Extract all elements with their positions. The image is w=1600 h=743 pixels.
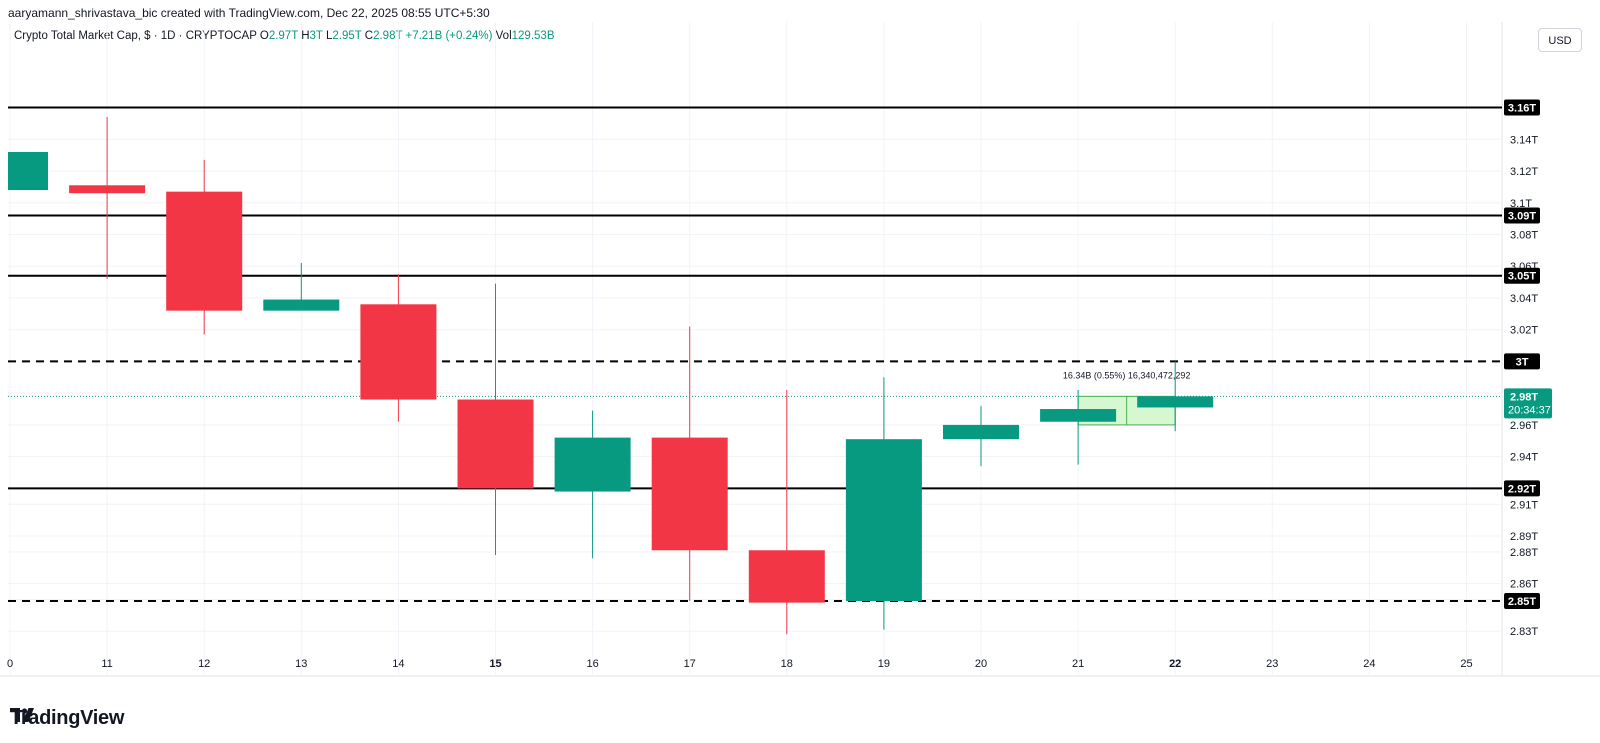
open-value: 2.97T (268, 30, 299, 42)
high-label: H (301, 30, 310, 42)
grid (0, 22, 1600, 677)
level-label: 3.09T (1508, 210, 1536, 222)
measure-box (1077, 395, 1176, 426)
last-price-tag (1504, 388, 1552, 419)
candle-body (8, 151, 48, 191)
x-tick-label: 25 (1460, 658, 1472, 670)
candle-body (1040, 409, 1117, 422)
x-tick-label: 20 (975, 658, 987, 670)
y-tick-label: 2.85T (1510, 594, 1538, 606)
x-tick-label: 13 (295, 658, 307, 670)
level-tag (1504, 99, 1540, 116)
x-tick-label: 22 (1169, 658, 1181, 670)
low-label: L (325, 30, 333, 42)
level-label: 3T (1516, 356, 1529, 368)
y-tick-label: 2.88T (1510, 547, 1538, 559)
last-price-label: 2.98T (1510, 391, 1538, 403)
tradingview-wordmark: TradingView (10, 706, 125, 729)
candle-body (845, 439, 922, 602)
level-label: 3.05T (1508, 271, 1536, 283)
y-tick-label: 2.83T (1510, 626, 1538, 638)
symbol-legend: Crypto Total Market Cap, $ · 1D · CRYPTO… (14, 30, 555, 42)
candle-body (263, 299, 340, 311)
y-tick-label: 3.08T (1510, 229, 1538, 241)
y-tick-label: 3.14T (1510, 134, 1538, 146)
time-axis: 0 11 12 13 14 15 16 17 18 19 20 21 22 23 24 25 (7, 658, 1473, 670)
measure-tool: 16.34B (0.55%) 16,340,472,292 (1063, 370, 1191, 426)
author-attribution: aaryamann_shrivastava_bic created with T… (8, 6, 490, 20)
candle-body (554, 437, 631, 492)
y-tick-label: 3.1T (1510, 198, 1532, 210)
x-tick-label: 24 (1363, 658, 1375, 670)
level-tag (1504, 207, 1540, 224)
x-tick-label: 0 (7, 658, 13, 670)
y-tick-label: 3.12T (1510, 166, 1538, 178)
candle-body (360, 304, 437, 400)
candles (8, 117, 1214, 635)
tradingview-logo[interactable]: TradingView (10, 706, 124, 730)
x-tick-label: 14 (392, 658, 404, 670)
y-tick-label: 2.96T (1510, 420, 1538, 432)
y-tick-label: 2.86T (1510, 579, 1538, 591)
level-tag (1504, 353, 1540, 370)
level-tag (1504, 480, 1540, 497)
x-tick-label: 16 (586, 658, 598, 670)
open-label: O (259, 30, 269, 42)
x-tick-label: 15 (489, 658, 501, 670)
countdown-label: 20:34:37 (1508, 404, 1551, 416)
candle-body (1137, 396, 1214, 408)
x-tick-label: 19 (878, 658, 890, 670)
y-tick-label: 2.92T (1510, 483, 1538, 495)
close-value: 2.98T (373, 30, 403, 42)
volume-value: 129.53B (511, 30, 555, 42)
candle-body (943, 424, 1019, 440)
x-tick-label: 12 (198, 658, 210, 670)
high-value: 3T (309, 30, 323, 42)
x-tick-label: 21 (1072, 658, 1084, 670)
level-lines (8, 106, 1502, 603)
symbol-title[interactable]: Crypto Total Market Cap, $ · 1D · CRYPTO… (14, 30, 257, 42)
close-label: C (364, 30, 374, 42)
y-tick-label: 3.06T (1510, 261, 1538, 273)
level-label: 2.85T (1508, 596, 1536, 608)
currency-button[interactable]: USD (1538, 28, 1582, 52)
tradingview-mark-icon (10, 708, 34, 722)
candle-body (457, 399, 534, 489)
level-tag (1504, 267, 1540, 284)
y-tick-label: 2.89T (1510, 531, 1538, 543)
change-value: +7.21B (+0.24%) (405, 30, 493, 42)
y-tick-label: 3.02T (1510, 325, 1538, 337)
x-tick-label: 17 (684, 658, 696, 670)
price-axis: 3.14T3.12T3.1T3.08T3.06T3.04T3.02T2.98T2… (1504, 99, 1552, 638)
candle-body (69, 185, 146, 194)
x-tick-label: 23 (1266, 658, 1278, 670)
y-tick-label: 2.91T (1510, 499, 1538, 511)
level-label: 2.92T (1508, 483, 1536, 495)
y-tick-label: 2.98T (1510, 388, 1538, 400)
candle-body (166, 191, 243, 311)
x-tick-label: 11 (101, 658, 112, 670)
y-tick-label: 2.94T (1510, 452, 1538, 464)
x-tick-label: 18 (781, 658, 793, 670)
candle-body (748, 550, 825, 603)
measure-label: 16.34B (0.55%) 16,340,472,292 (1063, 370, 1191, 380)
level-label: 3.16T (1508, 103, 1536, 115)
volume-label: Vol (495, 30, 512, 42)
y-tick-label: 3.04T (1510, 293, 1538, 305)
low-value: 2.95T (332, 30, 362, 42)
candle-body (651, 437, 728, 551)
level-tag (1504, 593, 1540, 610)
